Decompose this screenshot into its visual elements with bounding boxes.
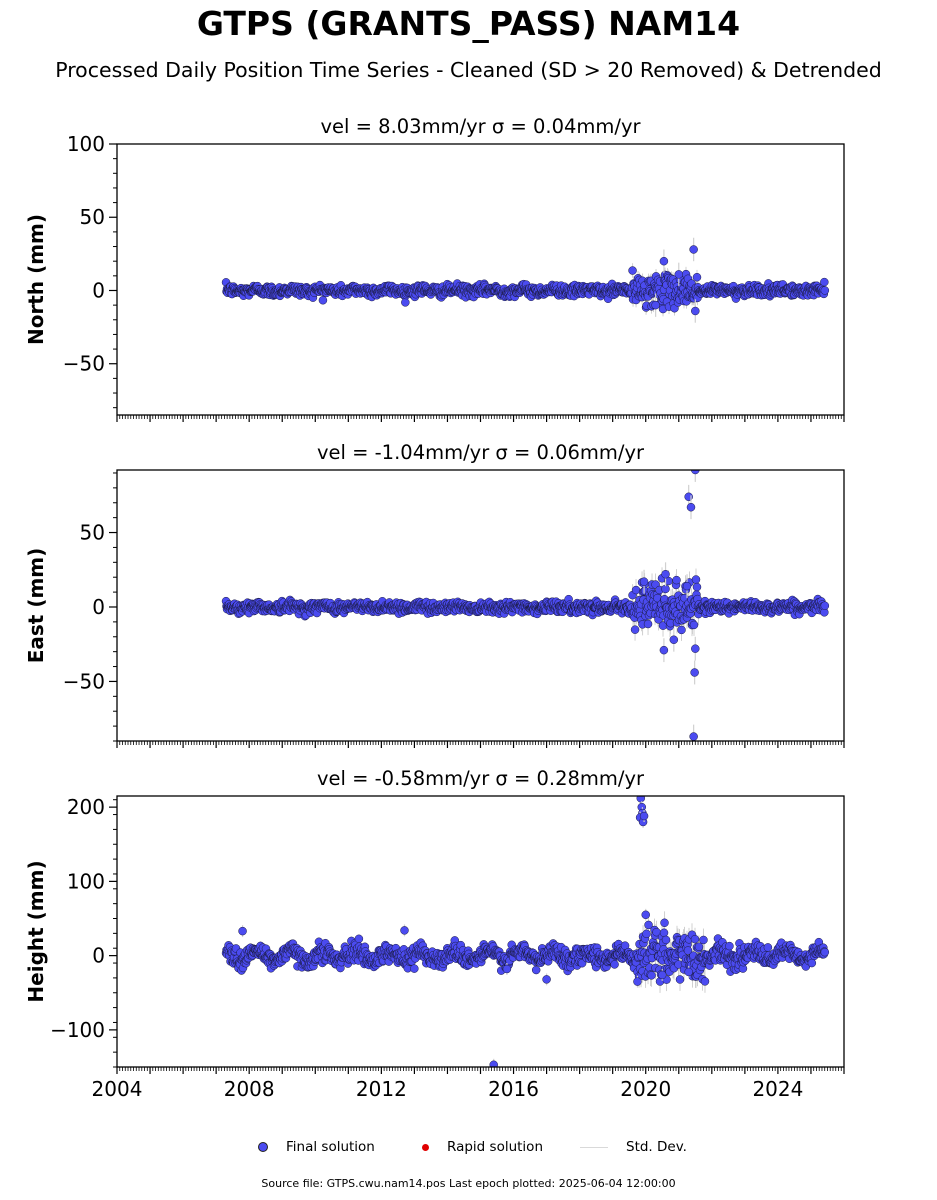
final-solution-point (401, 298, 410, 307)
outlier-point (689, 245, 698, 254)
panel-title: vel = -0.58mm/yr σ = 0.28mm/yr (317, 767, 645, 790)
y-tick-label: 0 (92, 278, 105, 302)
panel-title: vel = -1.04mm/yr σ = 0.06mm/yr (317, 441, 645, 464)
outlier-point (682, 581, 692, 591)
data-layer (221, 470, 830, 741)
outlier-point (690, 668, 699, 677)
figure-subtitle: Processed Daily Position Time Series - C… (55, 58, 882, 82)
outlier-point (659, 256, 669, 266)
final-solution-point (672, 575, 681, 585)
final-solution-point (318, 296, 328, 305)
outlier-point (661, 569, 670, 579)
panel-east: vel = -1.04mm/yr σ = 0.06mm/yr East (mm)−… (24, 441, 845, 748)
final-solution-point (692, 582, 702, 592)
final-solution-point (643, 619, 653, 629)
outlier-point (691, 644, 700, 653)
y-axis-label: Height (mm) (24, 860, 48, 1002)
outlier-point (691, 306, 700, 316)
y-tick-label: 100 (67, 132, 105, 156)
data-layer (221, 237, 830, 323)
y-axis-label: East (mm) (24, 548, 48, 664)
final-solution-point (689, 620, 699, 630)
final-solution-point (820, 286, 830, 295)
outlier-point (639, 577, 649, 586)
y-tick-label: 50 (80, 521, 105, 545)
figure-title: GTPS (GRANTS_PASS) NAM14 (196, 4, 741, 43)
y-tick-label: 50 (80, 205, 105, 229)
panel-title: vel = 8.03mm/yr σ = 0.04mm/yr (320, 115, 641, 138)
outlier-point (674, 270, 684, 279)
data-layer (221, 796, 830, 1067)
y-tick-label: −50 (63, 669, 105, 693)
final-solution-point (820, 601, 830, 610)
final-solution-point (630, 625, 640, 634)
final-solution-point (631, 585, 641, 595)
y-axis-label: North (mm) (24, 214, 48, 345)
outlier-point (651, 300, 660, 310)
final-solution-point (692, 272, 702, 282)
y-tick-label: −50 (63, 352, 105, 376)
outlier-point (669, 635, 679, 644)
outlier-point (686, 502, 696, 512)
y-tick-label: 0 (92, 595, 105, 619)
outlier-point (689, 732, 698, 741)
panel-north: vel = 8.03mm/yr σ = 0.04mm/yr North (mm)−… (24, 115, 845, 422)
final-solution-point (691, 575, 701, 584)
outlier-point (659, 645, 669, 655)
panel-height: vel = -0.58mm/yr σ = 0.28mm/yr Height (mm… (24, 767, 845, 1101)
final-solution-point (820, 277, 829, 287)
final-solution-point (677, 625, 686, 635)
final-solution-point (628, 266, 637, 275)
